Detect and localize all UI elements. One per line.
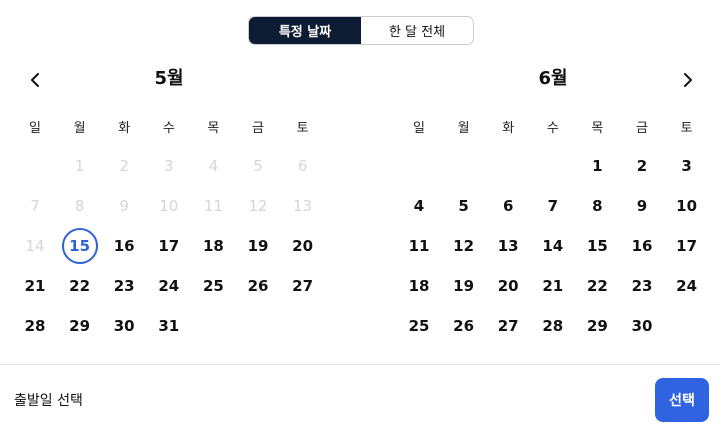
day-cell: 14	[25, 237, 45, 255]
day-cell[interactable]: 17	[158, 237, 180, 255]
day-cell[interactable]: 23	[113, 277, 135, 295]
day-cell[interactable]: 18	[408, 277, 430, 295]
day-cell[interactable]: 30	[631, 317, 653, 335]
day-cell[interactable]: 24	[676, 277, 698, 295]
date-mode-toggle: 특정 날짜 한 달 전체	[248, 16, 474, 45]
day-cell[interactable]: 19	[247, 237, 269, 255]
day-cell[interactable]: 13	[497, 237, 519, 255]
day-cell[interactable]: 28	[542, 317, 564, 335]
day-cell[interactable]: 27	[292, 277, 314, 295]
weekday-label: 일	[413, 121, 425, 136]
month-title-may: 5월	[154, 68, 184, 89]
chevron-left-icon	[31, 73, 39, 87]
day-cell: 4	[208, 157, 219, 175]
day-cell[interactable]: 18	[202, 237, 224, 255]
select-button[interactable]: 선택	[655, 378, 709, 422]
day-cell[interactable]: 24	[158, 277, 180, 295]
weekday-label: 토	[680, 121, 693, 136]
day-cell[interactable]: 15	[61, 228, 98, 264]
weekday-label: 수	[546, 121, 559, 136]
day-cell: 7	[30, 197, 40, 215]
day-cell[interactable]: 5	[458, 197, 469, 215]
day-cell[interactable]: 23	[631, 277, 653, 295]
day-cell[interactable]: 26	[247, 277, 269, 295]
toggle-whole-month[interactable]: 한 달 전체	[361, 17, 473, 44]
day-cell[interactable]: 29	[586, 317, 608, 335]
day-cell[interactable]: 25	[202, 277, 224, 295]
weekday-label: 화	[118, 121, 131, 136]
day-cell: 8	[74, 197, 85, 215]
day-cell[interactable]: 16	[631, 237, 653, 255]
footer-label: 출발일 선택	[14, 393, 83, 409]
day-cell: 11	[203, 197, 223, 215]
weekday-label: 월	[457, 121, 470, 136]
day-cell[interactable]: 20	[497, 277, 519, 295]
day-cell[interactable]: 11	[408, 237, 430, 255]
day-cell[interactable]: 25	[408, 317, 430, 335]
weekday-label: 수	[162, 121, 175, 136]
day-cell[interactable]: 7	[547, 197, 559, 215]
footer-divider	[0, 364, 720, 365]
day-cell[interactable]: 15	[586, 237, 608, 255]
day-cell[interactable]: 17	[676, 237, 698, 255]
day-cell[interactable]: 4	[413, 197, 425, 215]
day-cell[interactable]: 22	[586, 277, 608, 295]
day-cell[interactable]: 10	[676, 197, 698, 215]
weekday-label: 월	[73, 121, 86, 136]
day-cell[interactable]: 16	[113, 237, 135, 255]
day-cell[interactable]: 20	[292, 237, 314, 255]
day-cell[interactable]: 29	[69, 317, 91, 335]
day-cell[interactable]: 9	[636, 197, 648, 215]
day-cell[interactable]: 6	[502, 197, 514, 215]
day-cell[interactable]: 1	[592, 157, 603, 175]
day-cell: 13	[293, 197, 313, 215]
prev-month-button[interactable]	[21, 66, 49, 94]
day-cell[interactable]: 28	[24, 317, 46, 335]
weekday-label: 금	[252, 121, 264, 136]
day-cell: 9	[119, 197, 129, 215]
day-cell: 6	[297, 157, 308, 175]
toggle-specific-date[interactable]: 특정 날짜	[249, 17, 361, 44]
day-cell[interactable]: 2	[636, 157, 648, 175]
day-cell[interactable]: 21	[24, 277, 46, 295]
weekday-label: 금	[636, 121, 648, 136]
chevron-right-icon	[684, 73, 692, 87]
day-cell[interactable]: 21	[542, 277, 564, 295]
weekday-label: 목	[207, 121, 220, 136]
day-cell[interactable]: 27	[497, 317, 519, 335]
day-cell: 5	[253, 157, 263, 175]
weekday-label: 일	[29, 121, 41, 136]
day-cell[interactable]: 30	[113, 317, 135, 335]
day-cell[interactable]: 14	[542, 237, 564, 255]
day-cell[interactable]: 3	[681, 157, 692, 175]
day-cell: 10	[159, 197, 179, 215]
day-cell[interactable]: 22	[69, 277, 91, 295]
day-cell: 3	[164, 157, 174, 175]
weekday-label: 화	[502, 121, 515, 136]
day-cell[interactable]: 19	[453, 277, 475, 295]
day-cell: 2	[119, 157, 129, 175]
day-cell: 1	[74, 157, 85, 175]
weekday-label: 토	[296, 121, 309, 136]
day-cell: 12	[248, 197, 268, 215]
day-cell[interactable]: 8	[592, 197, 603, 215]
month-title-june: 6월	[538, 68, 568, 89]
next-month-button[interactable]	[674, 66, 702, 94]
day-cell[interactable]: 12	[453, 237, 475, 255]
day-cell[interactable]: 31	[158, 317, 180, 335]
day-cell[interactable]: 26	[453, 317, 475, 335]
weekday-label: 목	[591, 121, 604, 136]
